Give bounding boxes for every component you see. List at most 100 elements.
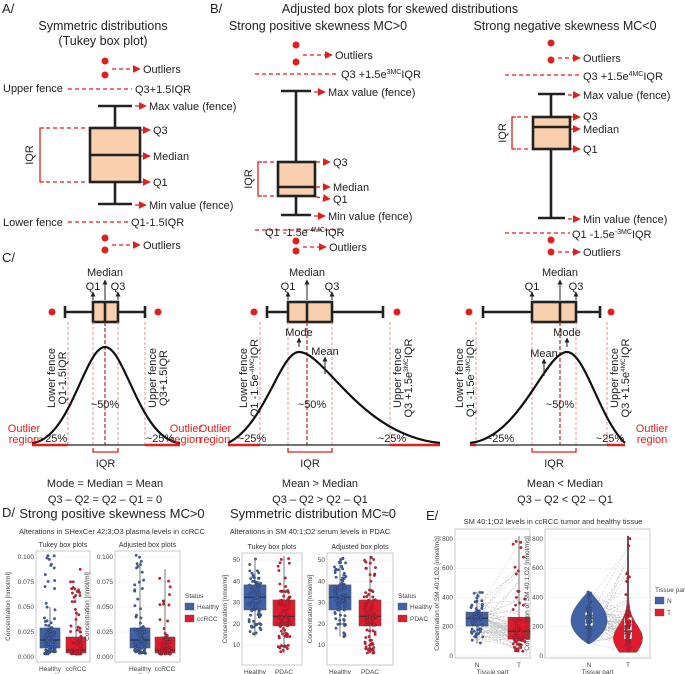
data-point xyxy=(470,638,474,642)
data-point xyxy=(480,599,484,603)
x-tick-label: Healthy xyxy=(329,669,352,674)
y-tick-label: 800 xyxy=(532,536,543,543)
data-point xyxy=(74,594,78,597)
pair-line xyxy=(473,610,521,646)
data-point xyxy=(253,602,256,606)
data-point xyxy=(523,620,527,623)
data-point xyxy=(624,632,628,635)
data-point xyxy=(333,565,336,569)
data-point xyxy=(47,557,51,561)
data-point xyxy=(286,613,290,617)
data-point xyxy=(364,636,368,639)
data-point xyxy=(249,613,252,617)
data-point xyxy=(625,635,629,639)
data-point xyxy=(344,575,348,578)
q3-label: Q3 xyxy=(153,125,168,137)
data-point xyxy=(140,646,144,650)
data-point xyxy=(287,557,290,561)
data-point xyxy=(140,631,144,635)
data-point xyxy=(257,576,261,580)
data-point xyxy=(511,542,515,546)
median-label: Median xyxy=(542,267,578,279)
y-tick-label: 200 xyxy=(532,624,543,631)
data-point xyxy=(339,595,343,599)
plot-title: Tukey box plots xyxy=(248,544,297,551)
panel-label-b: B/ xyxy=(210,1,223,16)
data-point xyxy=(78,567,82,571)
mode-label: Mode xyxy=(285,327,313,339)
data-point xyxy=(365,609,368,613)
pair-line xyxy=(479,571,521,614)
plot-title: Adjusted box plots xyxy=(119,542,177,549)
y-tick-label: 400 xyxy=(532,594,543,601)
center-percent: ~50% xyxy=(298,399,327,411)
iqr-label: IQR xyxy=(243,169,255,189)
data-point xyxy=(366,648,370,652)
y-tick-label: 600 xyxy=(532,565,543,572)
y-tick-label: 30 xyxy=(233,600,241,607)
data-point xyxy=(344,593,348,596)
data-point xyxy=(343,605,347,609)
pair-line xyxy=(589,591,630,618)
data-point xyxy=(165,637,169,641)
upper-fence-formula: Q3 +1.5e3MCIQR xyxy=(341,69,421,81)
data-point xyxy=(284,609,288,613)
data-point xyxy=(336,605,340,609)
data-point xyxy=(511,642,515,646)
data-point xyxy=(517,590,521,593)
data-point xyxy=(344,601,348,605)
pair-line xyxy=(587,594,630,633)
pair-line xyxy=(478,624,522,650)
data-point xyxy=(368,617,372,621)
pair-line xyxy=(477,632,520,652)
data-point xyxy=(75,640,79,644)
data-point xyxy=(371,616,375,619)
data-point xyxy=(481,635,485,639)
data-point xyxy=(588,602,592,606)
data-point xyxy=(49,621,53,625)
data-point xyxy=(368,629,371,633)
data-point xyxy=(283,576,287,580)
data-point xyxy=(521,649,525,653)
data-point xyxy=(587,615,591,619)
data-point xyxy=(276,622,280,625)
q1-label: Q1 xyxy=(583,144,598,156)
data-point xyxy=(364,602,368,606)
data-point xyxy=(281,627,285,631)
lower-fence-formula: Q1 -1.5e-3MCIQR xyxy=(572,229,652,241)
data-point xyxy=(138,555,142,559)
data-point xyxy=(472,620,476,624)
data-point xyxy=(71,585,75,589)
x-tick-label: T xyxy=(517,662,521,669)
data-point xyxy=(140,643,144,646)
data-point xyxy=(168,585,172,589)
outlier-region-label: Outlier region xyxy=(8,423,41,446)
data-point xyxy=(519,643,523,647)
panel-a-title: Symmetric distributions xyxy=(38,19,167,33)
data-point xyxy=(516,628,520,632)
q3-label: Q3 xyxy=(325,281,340,293)
data-point xyxy=(143,648,147,651)
data-point xyxy=(333,571,337,575)
data-point xyxy=(43,642,47,646)
max-value-label: Max value (fence) xyxy=(328,87,415,99)
data-point xyxy=(284,631,288,635)
data-point xyxy=(276,564,280,568)
data-point xyxy=(167,603,171,607)
data-point xyxy=(254,631,258,635)
data-point xyxy=(45,619,49,623)
data-point xyxy=(257,607,261,611)
data-point xyxy=(366,600,370,604)
data-point xyxy=(339,561,342,564)
panel-label-d: D/ xyxy=(2,505,15,520)
data-point xyxy=(140,638,144,642)
data-point xyxy=(251,574,255,578)
data-point xyxy=(78,630,82,633)
outlier-region-label: Outlier region xyxy=(636,423,669,446)
pair-line xyxy=(477,600,518,604)
data-point xyxy=(517,617,521,620)
pair-line xyxy=(590,551,630,642)
data-point xyxy=(476,632,480,636)
data-point xyxy=(372,622,376,626)
